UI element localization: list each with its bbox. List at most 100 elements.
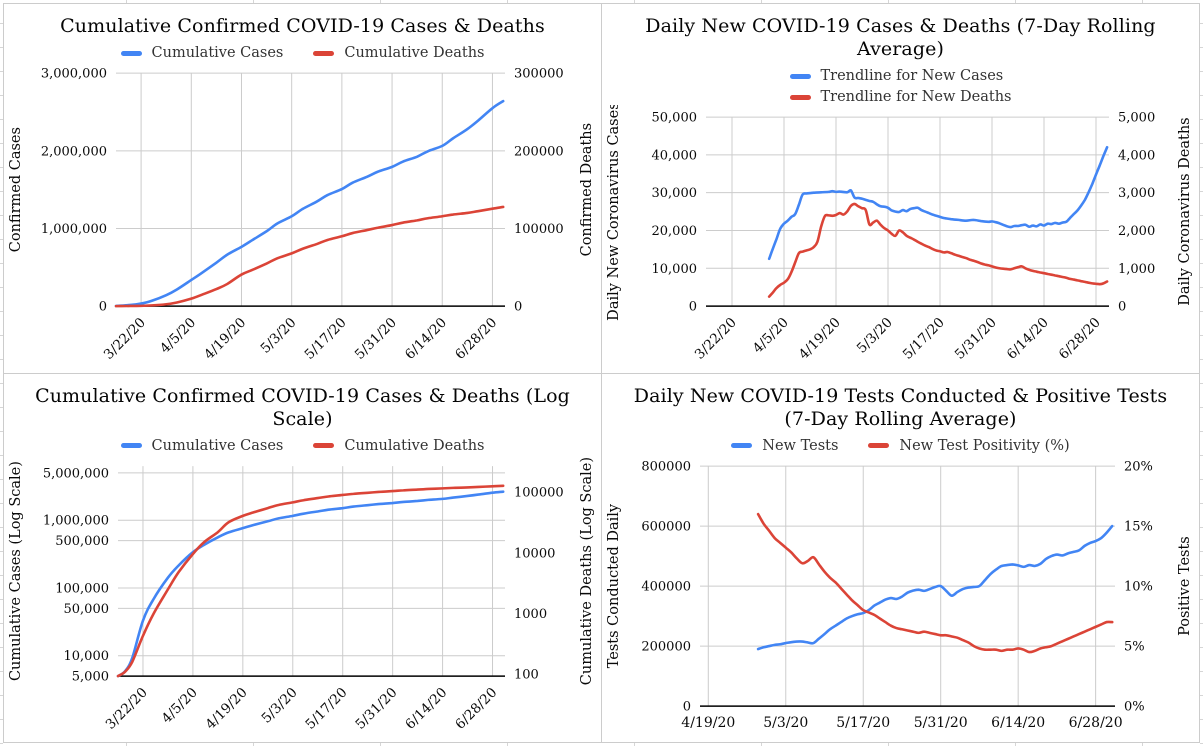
legend-item: Cumulative Deaths xyxy=(313,438,484,454)
svg-text:50,000: 50,000 xyxy=(64,602,110,617)
svg-text:30,000: 30,000 xyxy=(652,187,698,202)
legend-label: Trendline for New Cases xyxy=(820,68,1004,85)
svg-text:Daily Coronavirus Deaths: Daily Coronavirus Deaths xyxy=(1177,118,1193,306)
svg-text:500,000: 500,000 xyxy=(55,534,109,549)
legend-label: Cumulative Cases xyxy=(151,437,284,454)
svg-text:4/5/20: 4/5/20 xyxy=(157,315,199,357)
svg-text:100,000: 100,000 xyxy=(55,581,109,596)
svg-text:4,000: 4,000 xyxy=(1118,149,1155,164)
svg-text:6/28/20: 6/28/20 xyxy=(452,684,500,732)
svg-text:1,000: 1,000 xyxy=(1118,262,1155,277)
legend-item: New Test Positivity (%) xyxy=(868,438,1070,454)
svg-text:10000: 10000 xyxy=(514,546,555,561)
svg-text:5/17/20: 5/17/20 xyxy=(302,315,350,363)
svg-text:2,000,000: 2,000,000 xyxy=(41,145,107,160)
svg-text:Daily New Coronavirus Cases: Daily New Coronavirus Cases xyxy=(606,105,622,321)
svg-text:3/22/20: 3/22/20 xyxy=(692,315,740,363)
svg-text:4/19/20: 4/19/20 xyxy=(203,684,251,732)
sheet-gridlines-right xyxy=(1200,0,1203,746)
svg-text:10%: 10% xyxy=(1124,579,1153,594)
chart-plot: 0 200000 400000 600000 800000 0% 5% 10% 15% 20% 4/… xyxy=(606,459,1193,731)
chart-card-cumulative-linear[interactable]: Cumulative Confirmed COVID-19 Cases & De… xyxy=(4,4,601,373)
svg-text:1000: 1000 xyxy=(514,607,547,622)
svg-text:6/28/20: 6/28/20 xyxy=(1069,715,1123,731)
chart-plot: 5,000 10,000 50,000 100,000 500,000 1,000,000… xyxy=(8,457,595,733)
legend-item: Cumulative Deaths xyxy=(313,45,484,61)
svg-text:Confirmed Deaths: Confirmed Deaths xyxy=(579,123,595,256)
svg-text:5,000,000: 5,000,000 xyxy=(43,466,109,481)
svg-text:10,000: 10,000 xyxy=(64,649,110,664)
legend-swatch-red xyxy=(313,50,335,56)
legend-swatch-blue xyxy=(731,443,753,449)
legend-label: Cumulative Cases xyxy=(151,45,284,62)
svg-text:5/3/20: 5/3/20 xyxy=(257,315,299,357)
svg-text:6/14/20: 6/14/20 xyxy=(1004,315,1052,363)
svg-text:5/31/20: 5/31/20 xyxy=(914,715,968,731)
svg-text:4/19/20: 4/19/20 xyxy=(681,715,735,731)
svg-text:100: 100 xyxy=(514,668,539,683)
svg-text:0: 0 xyxy=(99,300,107,315)
svg-text:100000: 100000 xyxy=(514,486,564,501)
svg-text:20,000: 20,000 xyxy=(652,224,698,239)
svg-text:20%: 20% xyxy=(1124,459,1153,474)
svg-text:0: 0 xyxy=(689,300,697,315)
svg-text:6/14/20: 6/14/20 xyxy=(402,315,450,363)
svg-text:Cumulative Cases (Log Scale): Cumulative Cases (Log Scale) xyxy=(8,461,24,681)
legend-swatch-blue xyxy=(789,73,811,79)
svg-text:400000: 400000 xyxy=(641,579,691,594)
svg-text:4/19/20: 4/19/20 xyxy=(796,315,844,363)
svg-text:2,000: 2,000 xyxy=(1118,224,1155,239)
svg-text:Cumulative Deaths (Log Scale): Cumulative Deaths (Log Scale) xyxy=(579,457,595,685)
legend-item: Trendline for New Cases xyxy=(789,68,1004,85)
svg-text:5/17/20: 5/17/20 xyxy=(836,715,890,731)
chart-card-cumulative-log[interactable]: Cumulative Confirmed COVID-19 Cases & De… xyxy=(4,373,601,742)
legend-label: Trendline for New Deaths xyxy=(820,89,1012,106)
svg-text:5/3/20: 5/3/20 xyxy=(259,684,301,726)
chart-legend: New Tests New Test Positivity (%) xyxy=(602,438,1199,454)
svg-text:Confirmed Cases: Confirmed Cases xyxy=(8,127,24,252)
svg-text:Tests Conducted Daily: Tests Conducted Daily xyxy=(606,503,622,668)
svg-text:600000: 600000 xyxy=(641,519,691,534)
legend-swatch-red xyxy=(868,443,890,449)
sheet-gridlines-left xyxy=(0,0,3,746)
svg-text:0: 0 xyxy=(1118,300,1126,315)
chart-plot: 0 10,000 20,000 30,000 40,000 50,000 0 1,000 2,0… xyxy=(606,105,1193,363)
chart-legend: Trendline for New Cases Trendline for New… xyxy=(789,68,1012,106)
svg-text:5/17/20: 5/17/20 xyxy=(302,684,350,732)
svg-text:4/5/20: 4/5/20 xyxy=(159,684,201,726)
legend-item: Cumulative Cases xyxy=(120,45,284,62)
svg-text:3,000: 3,000 xyxy=(1118,187,1155,202)
svg-text:1,000,000: 1,000,000 xyxy=(41,222,107,237)
svg-text:3/22/20: 3/22/20 xyxy=(103,684,151,732)
svg-text:0: 0 xyxy=(683,699,691,714)
chart-legend: Cumulative Cases Cumulative Deaths xyxy=(4,438,601,454)
legend-item: New Tests xyxy=(731,438,838,454)
svg-text:5/31/20: 5/31/20 xyxy=(952,315,1000,363)
sheet-gridlines-bottom xyxy=(0,743,1203,746)
svg-text:1,000,000: 1,000,000 xyxy=(43,514,109,529)
chart-title: Daily New COVID-19 Cases & Deaths (7-Day… xyxy=(645,15,1156,61)
chart-title: Cumulative Confirmed COVID-19 Cases & De… xyxy=(60,15,545,37)
svg-text:5%: 5% xyxy=(1124,639,1145,654)
svg-text:6/28/20: 6/28/20 xyxy=(1056,315,1104,363)
svg-text:5,000: 5,000 xyxy=(72,669,109,684)
svg-text:5,000: 5,000 xyxy=(1118,111,1155,126)
svg-text:4/19/20: 4/19/20 xyxy=(201,315,249,363)
svg-text:5/31/20: 5/31/20 xyxy=(352,684,400,732)
svg-text:300000: 300000 xyxy=(514,67,564,82)
svg-text:5/17/20: 5/17/20 xyxy=(900,315,948,363)
chart-card-daily-tests-positivity[interactable]: Daily New COVID-19 Tests Conducted & Pos… xyxy=(602,373,1199,742)
legend-swatch-blue xyxy=(120,443,142,449)
svg-text:6/28/20: 6/28/20 xyxy=(452,315,500,363)
chart-legend: Cumulative Cases Cumulative Deaths xyxy=(4,45,601,61)
svg-text:5/3/20: 5/3/20 xyxy=(763,715,808,731)
legend-swatch-blue xyxy=(120,50,142,56)
svg-text:5/3/20: 5/3/20 xyxy=(854,315,896,357)
chart-title: Cumulative Confirmed COVID-19 Cases & De… xyxy=(35,384,570,430)
legend-item: Cumulative Cases xyxy=(120,437,284,454)
svg-text:4/5/20: 4/5/20 xyxy=(750,315,792,357)
chart-card-daily-new-cases-deaths[interactable]: Daily New COVID-19 Cases & Deaths (7-Day… xyxy=(602,4,1199,373)
svg-text:3/22/20: 3/22/20 xyxy=(101,315,149,363)
svg-text:0%: 0% xyxy=(1124,699,1145,714)
svg-text:50,000: 50,000 xyxy=(652,111,698,126)
